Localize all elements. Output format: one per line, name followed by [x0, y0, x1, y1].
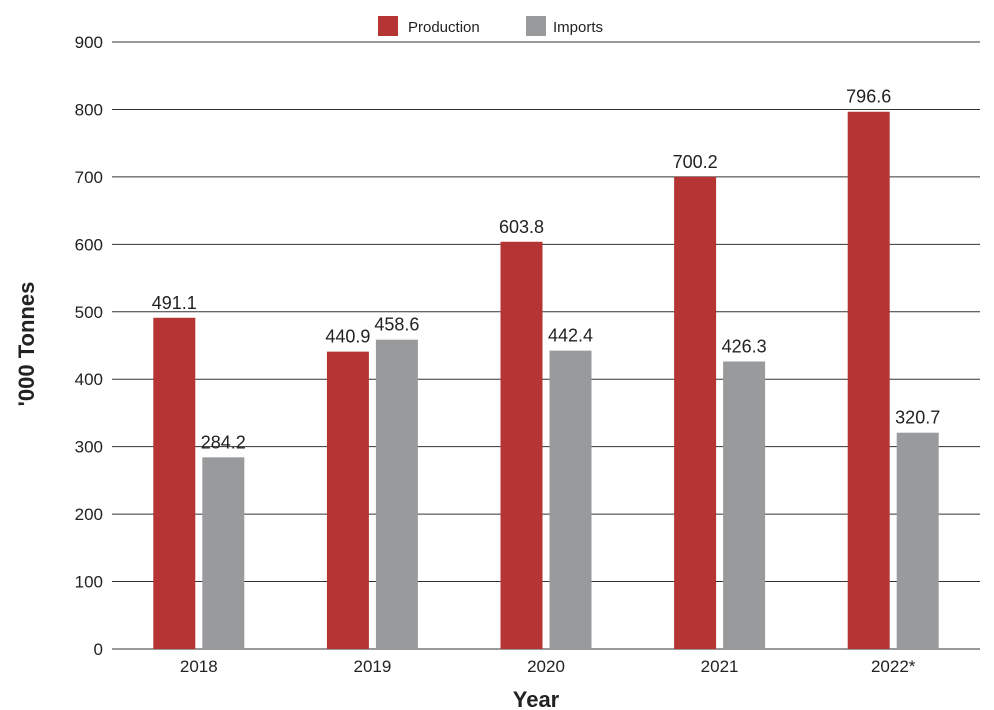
y-tick-label: 800 [75, 100, 103, 119]
x-tick-label: 2019 [353, 657, 391, 676]
y-tick-label: 0 [94, 640, 103, 659]
bar-production [326, 351, 369, 649]
bar-imports [896, 432, 939, 649]
y-tick-label: 300 [75, 438, 103, 457]
y-axis-ticks: 0 100 200 300 400 500 600 700 800 900 [75, 33, 103, 659]
bar-production [674, 176, 717, 649]
y-tick-label: 700 [75, 168, 103, 187]
y-tick-label: 200 [75, 505, 103, 524]
x-tick-label: 2018 [180, 657, 218, 676]
data-label-production: 440.9 [325, 327, 370, 347]
data-label-imports: 426.3 [722, 336, 767, 356]
y-tick-label: 400 [75, 370, 103, 389]
x-tick-label: 2020 [527, 657, 565, 676]
data-label-production: 491.1 [152, 293, 197, 313]
legend-swatch-imports [526, 16, 546, 36]
bar-imports [375, 339, 418, 649]
y-tick-label: 900 [75, 33, 103, 52]
data-label-production: 796.6 [846, 87, 891, 107]
bar-production [500, 241, 543, 649]
data-label-imports: 284.2 [201, 432, 246, 452]
bar-imports [723, 361, 766, 649]
data-label-imports: 320.7 [895, 408, 940, 428]
x-axis-title: Year [513, 687, 560, 710]
data-label-production: 700.2 [673, 152, 718, 172]
gridlines [112, 41, 980, 650]
bar-production [847, 111, 890, 650]
bar-imports [549, 350, 592, 649]
legend: Production Imports [378, 16, 603, 36]
bar-imports [202, 457, 245, 649]
y-tick-label: 600 [75, 235, 103, 254]
y-axis-title: '000 Tonnes [14, 282, 39, 407]
bar-production [153, 317, 196, 649]
legend-swatch-production [378, 16, 398, 36]
legend-label-imports: Imports [553, 19, 603, 36]
x-axis-ticks: 2018 2019 2020 2021 2022* [180, 657, 916, 676]
legend-label-production: Production [408, 19, 480, 36]
y-tick-label: 500 [75, 303, 103, 322]
data-label-production: 603.8 [499, 217, 544, 237]
data-label-imports: 458.6 [374, 315, 419, 335]
x-tick-label: 2022* [871, 657, 916, 676]
bars [153, 111, 939, 650]
x-tick-label: 2021 [701, 657, 739, 676]
y-tick-label: 100 [75, 573, 103, 592]
data-label-imports: 442.4 [548, 326, 593, 346]
